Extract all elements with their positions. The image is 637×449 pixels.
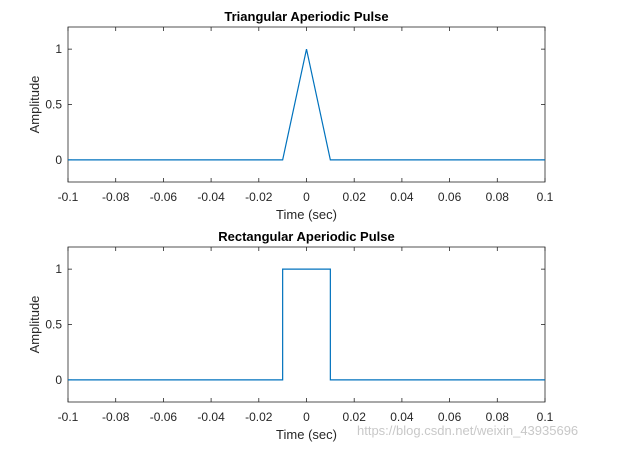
x-tick-label: 0.06 bbox=[438, 190, 462, 204]
x-tick-label: 0.08 bbox=[486, 410, 510, 424]
x-tick-label: 0.04 bbox=[390, 410, 414, 424]
x-axis-label: Time (sec) bbox=[276, 207, 337, 222]
x-tick-label: -0.06 bbox=[150, 190, 178, 204]
x-tick-label: -0.08 bbox=[102, 190, 130, 204]
x-tick-label: 0.1 bbox=[537, 410, 554, 424]
x-tick-label: 0.02 bbox=[343, 190, 367, 204]
x-tick-label: 0 bbox=[303, 410, 310, 424]
series-line bbox=[68, 268, 545, 381]
x-tick-label: -0.08 bbox=[102, 410, 130, 424]
series-line bbox=[68, 49, 545, 161]
chart-title: Triangular Aperiodic Pulse bbox=[224, 9, 388, 24]
x-tick-label: -0.02 bbox=[245, 190, 273, 204]
rectangular-pulse-subplot: -0.1 -0.08 -0.06 -0.04 -0.02 0 0.02 0.04 0.06 0.0… bbox=[27, 229, 554, 442]
y-tick-label: 0 bbox=[55, 153, 62, 167]
y-tick-label: 1 bbox=[55, 42, 62, 56]
y-axis-label: Amplitude bbox=[27, 296, 42, 354]
x-tick-label: -0.1 bbox=[58, 410, 79, 424]
x-tick-label: -0.06 bbox=[150, 410, 178, 424]
x-tick-label: 0.1 bbox=[537, 190, 554, 204]
x-tick-label: 0 bbox=[303, 190, 310, 204]
axes-box bbox=[67, 246, 546, 403]
triangular-pulse-subplot: -0.1 -0.08 -0.06 -0.04 -0.02 0 0.02 0.04 0.06 0.0… bbox=[27, 9, 554, 222]
y-tick-label: 0.5 bbox=[45, 98, 62, 112]
watermark: https://blog.csdn.net/weixin_43935696 bbox=[357, 423, 579, 438]
chart-title: Rectangular Aperiodic Pulse bbox=[218, 229, 395, 244]
axes-box bbox=[67, 26, 546, 183]
x-tick-label: -0.04 bbox=[197, 190, 225, 204]
y-tick-label: 0 bbox=[55, 373, 62, 387]
y-axis-label: Amplitude bbox=[27, 76, 42, 134]
x-tick-label: 0.04 bbox=[390, 190, 414, 204]
x-tick-label: -0.04 bbox=[197, 410, 225, 424]
x-tick-label: -0.1 bbox=[58, 190, 79, 204]
x-tick-label: 0.02 bbox=[343, 410, 367, 424]
x-tick-label: -0.02 bbox=[245, 410, 273, 424]
x-axis-label: Time (sec) bbox=[276, 427, 337, 442]
x-tick-label: 0.08 bbox=[486, 190, 510, 204]
x-tick-label: 0.06 bbox=[438, 410, 462, 424]
y-tick-label: 0.5 bbox=[45, 318, 62, 332]
y-tick-label: 1 bbox=[55, 262, 62, 276]
